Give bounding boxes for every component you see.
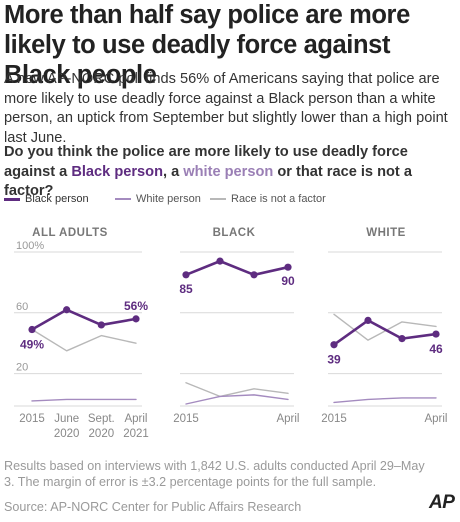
series-line-white-person <box>185 394 289 405</box>
data-point <box>432 330 440 338</box>
legend-label-white-person: White person <box>136 193 201 205</box>
question-part-2: , a <box>162 163 184 180</box>
series-line-race-is-not-a-factor <box>31 328 137 352</box>
question-white-person: white person <box>183 163 274 180</box>
data-label: 39 <box>327 353 341 367</box>
x-tick-label: 2020 <box>54 428 80 440</box>
data-point <box>398 335 406 343</box>
x-tick-label: 2015 <box>173 413 199 425</box>
chart-legend: Black person White person Race is not a … <box>4 193 456 209</box>
panel-title-2: WHITE <box>366 227 406 239</box>
question-text: Do you think the police are more likely … <box>4 143 456 202</box>
panel-title-1: BLACK <box>213 227 256 239</box>
data-label: 90 <box>281 274 295 288</box>
series-line-black-person <box>30 308 138 331</box>
y-tick-label: 100% <box>16 240 44 252</box>
data-point <box>216 257 224 265</box>
question-part-1: Do you think the police are more likely … <box>4 144 408 180</box>
legend-swatch-black-person <box>4 197 20 201</box>
footnote: Results based on interviews with 1,842 U… <box>4 459 425 489</box>
data-label: 56% <box>124 299 148 313</box>
x-tick-label: 2020 <box>89 428 115 440</box>
legend-swatch-race-not-factor <box>210 198 226 200</box>
data-point <box>97 321 105 329</box>
x-tick-label: 2015 <box>321 413 347 425</box>
data-point <box>28 325 36 334</box>
series-line-white-person <box>31 398 137 402</box>
data-point <box>132 315 140 323</box>
data-label: 46 <box>429 342 443 356</box>
data-point <box>250 271 258 279</box>
x-tick-label: April <box>124 413 147 425</box>
data-label: 49% <box>20 338 44 352</box>
ap-logo: AP <box>429 492 455 513</box>
series-line-black-person <box>332 319 438 347</box>
x-tick-label: 2015 <box>19 413 45 425</box>
y-tick-label: 60 <box>16 301 28 313</box>
intro-text: A new AP-NORC poll finds 56% of American… <box>4 71 448 146</box>
x-tick-label: June <box>54 413 79 425</box>
data-label: 85 <box>179 282 193 296</box>
data-point <box>364 316 372 324</box>
data-point <box>63 306 71 314</box>
x-tick-label: April <box>424 413 447 425</box>
legend-item-black-person: Black person <box>4 193 89 205</box>
x-tick-label: 2021 <box>123 428 149 440</box>
series-line-black-person <box>184 259 290 277</box>
source-note: Source: AP-NORC Center for Public Affair… <box>4 500 302 514</box>
data-point <box>330 341 338 349</box>
question-black-person: Black person <box>71 163 163 180</box>
legend-label-black-person: Black person <box>25 193 89 205</box>
data-point <box>182 271 190 279</box>
x-tick-label: Sept. <box>88 413 115 425</box>
series-line-white-person <box>333 397 437 404</box>
x-tick-label: April <box>276 413 299 425</box>
legend-swatch-white-person <box>115 198 131 200</box>
headline: More than half say police are more likel… <box>4 1 410 89</box>
series-line-race-is-not-a-factor <box>185 382 289 398</box>
legend-item-race-not-factor: Race is not a factor <box>210 193 326 205</box>
data-point <box>284 263 292 271</box>
legend-item-white-person: White person <box>115 193 201 205</box>
legend-label-race-not-factor: Race is not a factor <box>231 193 326 205</box>
panel-title-0: ALL ADULTS <box>32 227 108 239</box>
y-tick-label: 20 <box>16 362 28 374</box>
series-line-race-is-not-a-factor <box>333 313 437 341</box>
question-part-3: or that race is not a factor? <box>4 163 412 200</box>
